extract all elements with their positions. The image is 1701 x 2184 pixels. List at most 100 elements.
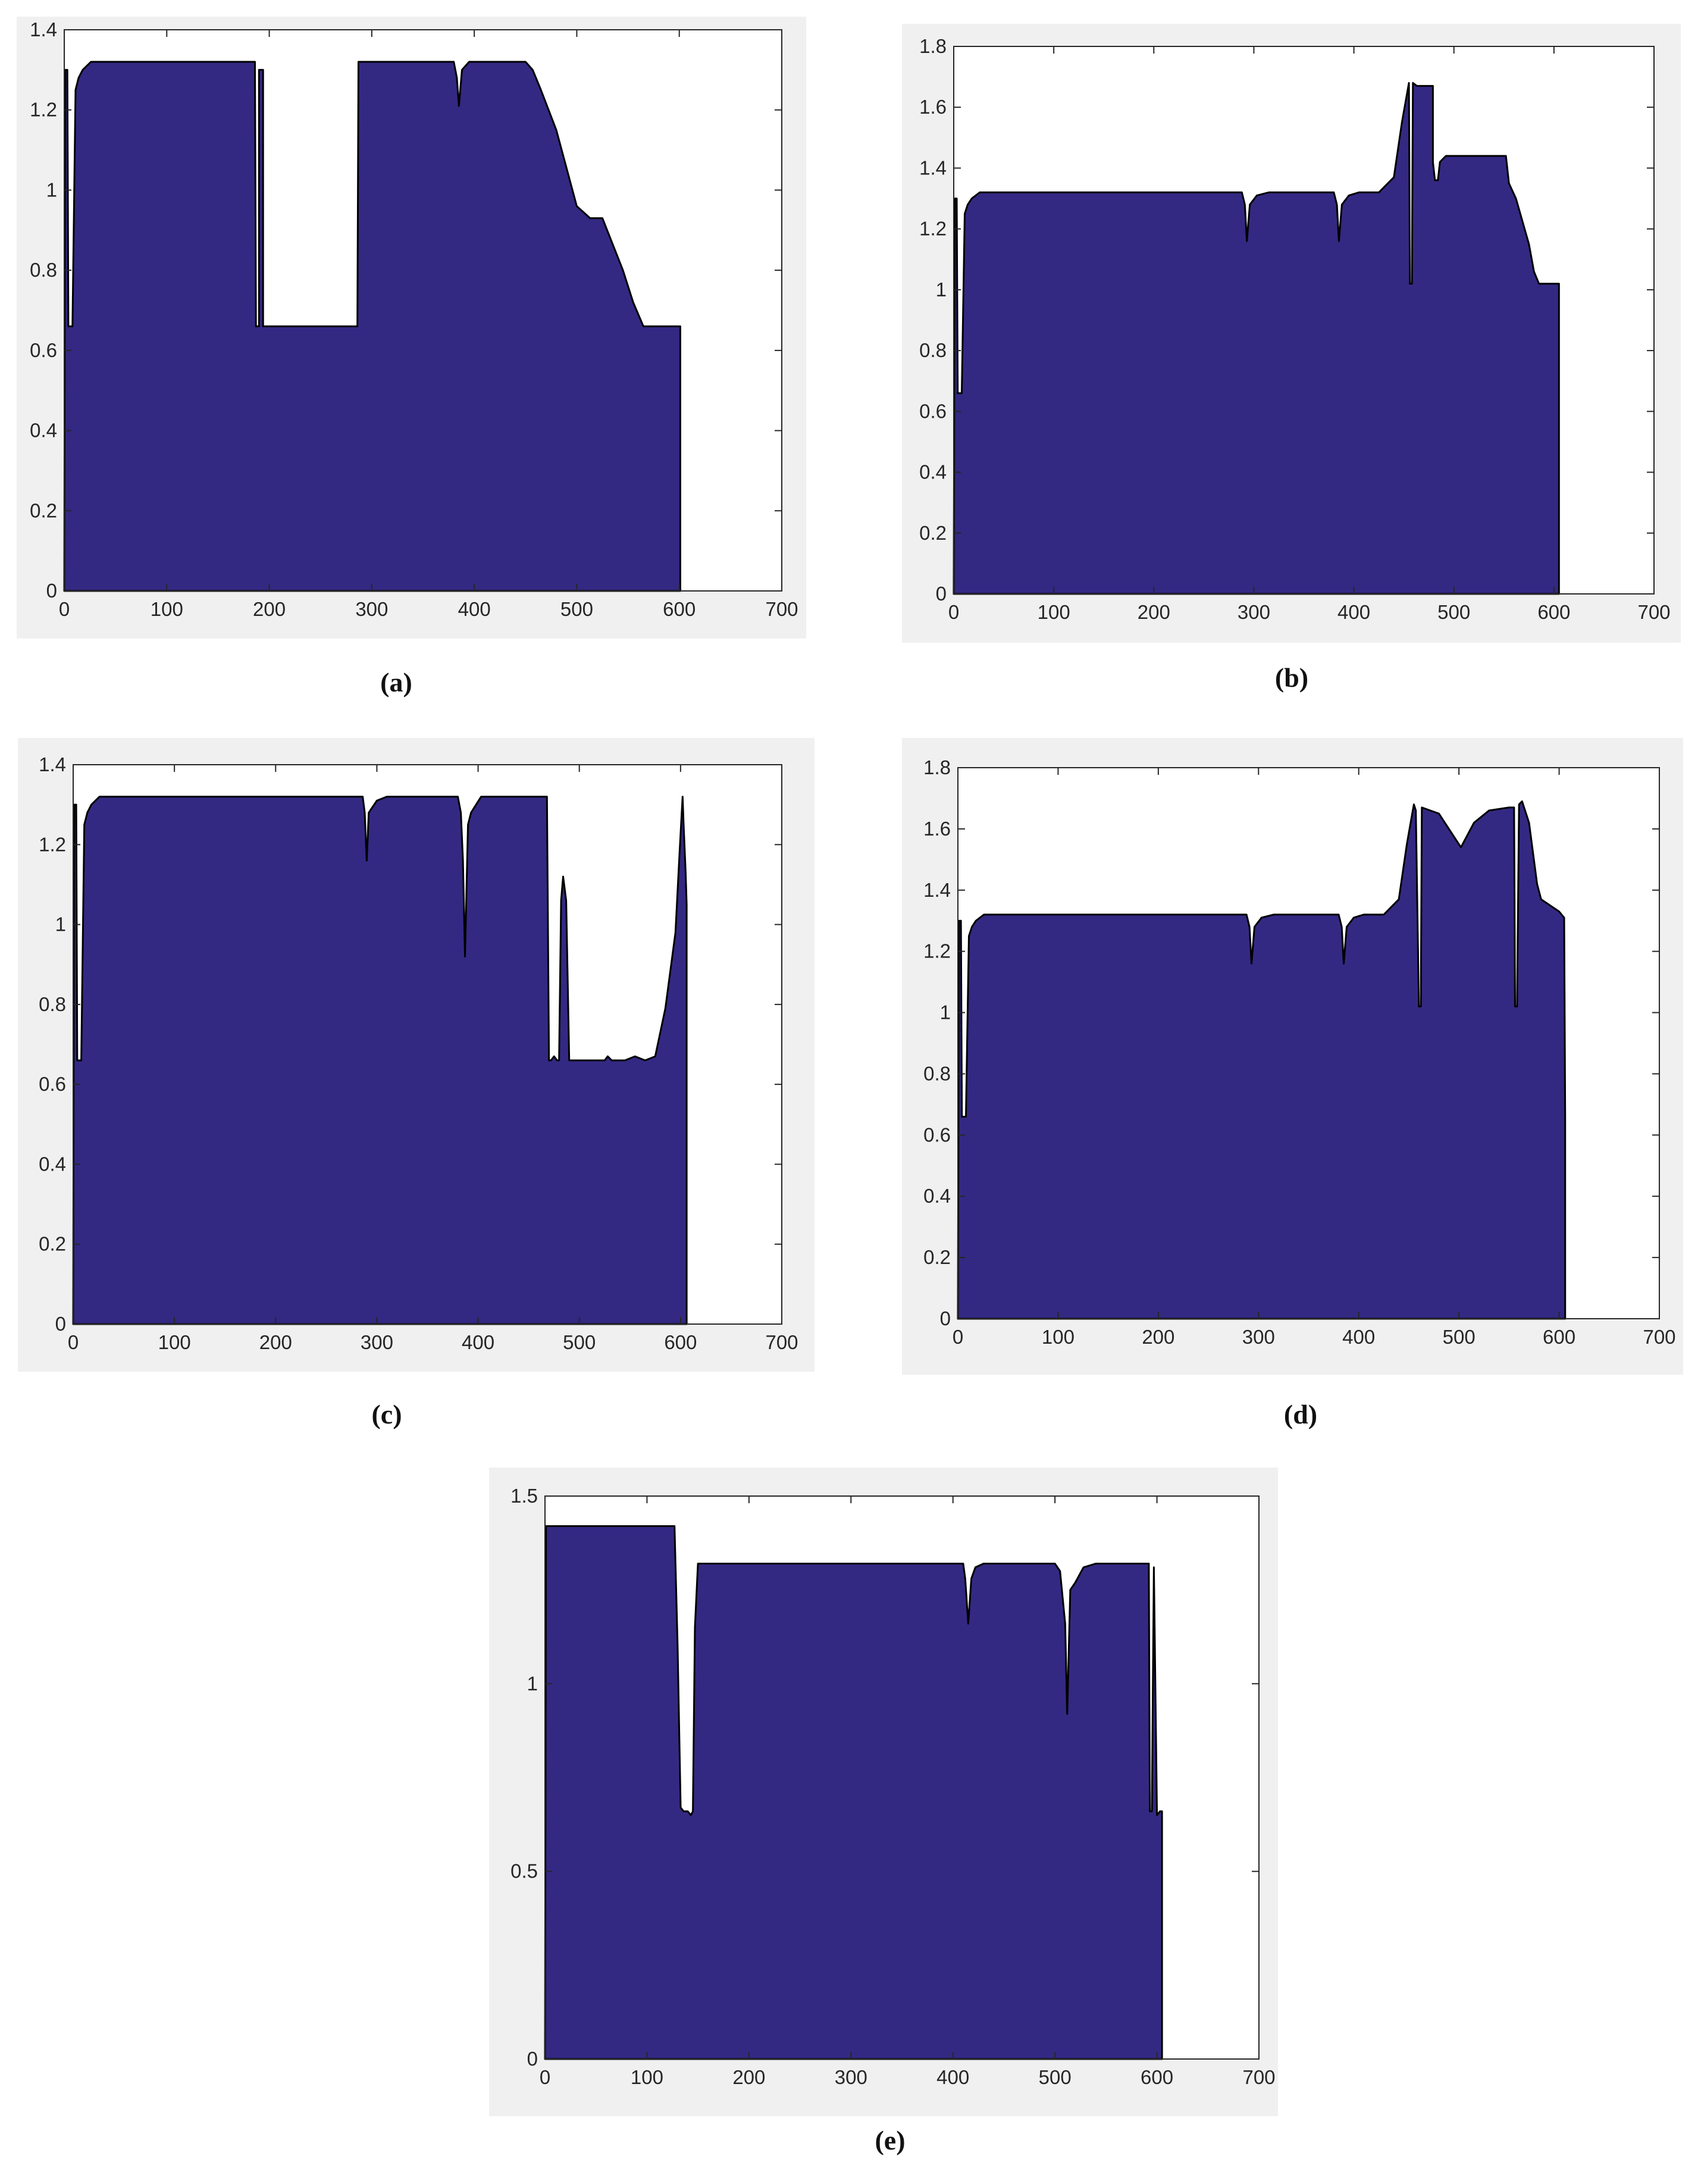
y-tick-label: 1 — [46, 179, 57, 201]
caption-e: (e) — [875, 2125, 906, 2155]
x-tick-label: 300 — [355, 598, 388, 620]
axes-box — [73, 764, 782, 1325]
axes-box — [957, 767, 1660, 1319]
x-tick-label: 500 — [1437, 601, 1470, 623]
x-tick-label: 700 — [765, 598, 798, 620]
chart-svg-a: 0 100 200 300 400 500 600 700 0 0.2 0.4 0.6 0.8 1 1.2 1… — [30, 18, 798, 620]
axes-box — [64, 29, 782, 592]
y-tick-label: 1.2 — [923, 940, 951, 962]
y-tick-label: 0 — [527, 2048, 538, 2070]
caption-c: (c) — [371, 1399, 402, 1429]
x-tick-label: 700 — [1643, 1326, 1675, 1348]
chart-svg-e: 0 100 200 300 400 500 600 700 0 0.5 1 1.5 — [510, 1485, 1275, 2088]
y-tick-label: 0.2 — [30, 499, 57, 521]
x-tick-label: 200 — [259, 1331, 292, 1353]
y-tick-label: 0.8 — [919, 339, 947, 361]
x-tick-label: 100 — [1038, 601, 1070, 623]
x-tick-label: 600 — [663, 598, 696, 620]
y-tick-label: 0.2 — [923, 1246, 951, 1268]
x-tick-label: 400 — [936, 2066, 969, 2088]
x-tick-label: 0 — [953, 1326, 963, 1348]
x-tick-label: 200 — [253, 598, 286, 620]
y-tick-label: 1.4 — [39, 753, 66, 775]
x-tick-label: 400 — [458, 598, 491, 620]
x-tick-label: 300 — [361, 1331, 393, 1353]
area-series-d — [957, 800, 1567, 1320]
x-tick-label: 500 — [1443, 1326, 1476, 1348]
x-tick-label: 300 — [1242, 1326, 1275, 1348]
x-tick-label: 700 — [765, 1331, 798, 1353]
axes-box — [953, 46, 1655, 595]
x-tick-label: 600 — [664, 1331, 697, 1353]
x-tick-label: 0 — [59, 598, 70, 620]
y-tick-label: 0.6 — [30, 339, 57, 361]
y-tick-label: 1.8 — [919, 35, 947, 57]
x-tick-label: 0 — [948, 601, 959, 623]
area-series-e — [544, 1525, 1163, 2060]
y-tick-label: 0.8 — [39, 993, 66, 1015]
x-tick-label: 100 — [158, 1331, 191, 1353]
y-tick-label: 0.4 — [919, 461, 947, 483]
y-tick-label: 1 — [940, 1002, 951, 1024]
x-tick-label: 0 — [68, 1331, 79, 1353]
y-tick-label: 0.6 — [39, 1073, 66, 1095]
axes-box — [544, 1495, 1260, 2060]
y-tick-label: 0 — [55, 1313, 66, 1335]
y-tick-label: 0.6 — [923, 1124, 951, 1146]
x-tick-label: 600 — [1141, 2066, 1173, 2088]
y-tick-label: 1.2 — [919, 218, 947, 240]
x-tick-label: 100 — [631, 2066, 663, 2088]
y-tick-label: 0 — [936, 583, 947, 605]
chart-svg-c: 0 100 200 300 400 500 600 700 0 0.2 0.4 0.6 0.8 1 1.2 1… — [39, 753, 798, 1353]
y-tick-label: 1 — [55, 913, 66, 935]
y-tick-label: 1.8 — [923, 756, 951, 778]
y-tick-label: 1.2 — [39, 833, 66, 855]
area-series-b — [953, 82, 1560, 595]
y-tick-label: 1.6 — [923, 818, 951, 840]
y-tick-label: 0.4 — [30, 420, 57, 442]
y-tick-label: 1.4 — [923, 879, 951, 901]
y-tick-label: 1.4 — [30, 18, 57, 40]
y-tick-label: 0.5 — [510, 1860, 538, 1882]
caption-b: (b) — [1274, 662, 1309, 693]
y-tick-label: 0 — [46, 580, 57, 602]
area-series-c — [72, 796, 688, 1325]
x-tick-label: 700 — [1637, 601, 1670, 623]
chart-svg-b: 0 100 200 300 400 500 600 700 0 0.2 0.4 0.6 0.8 1 1.2 1… — [919, 35, 1670, 623]
x-tick-label: 100 — [151, 598, 183, 620]
y-tick-label: 0.4 — [39, 1153, 66, 1175]
chart-panel-b: 0 100 200 300 400 500 600 700 0 0.2 0.4 0.6 0.8 1 1.2 1… — [902, 24, 1681, 643]
chart-svg-d: 0 100 200 300 400 500 600 700 0 0.2 0.4 0.6 0.8 1 1.2 1… — [923, 756, 1675, 1348]
x-tick-label: 300 — [1238, 601, 1270, 623]
x-tick-label: 200 — [1142, 1326, 1174, 1348]
area-series-a — [63, 61, 681, 592]
caption-d: (d) — [1283, 1399, 1318, 1429]
caption-a: (a) — [380, 667, 412, 697]
y-tick-label: 0.4 — [923, 1185, 951, 1207]
y-tick-label: 1.6 — [919, 96, 947, 118]
chart-panel-c: 0 100 200 300 400 500 600 700 0 0.2 0.4 0.6 0.8 1 1.2 1… — [18, 738, 815, 1372]
x-tick-label: 0 — [540, 2066, 550, 2088]
y-tick-label: 0.8 — [30, 259, 57, 281]
x-tick-label: 300 — [835, 2066, 867, 2088]
chart-panel-a: 0 100 200 300 400 500 600 700 0 0.2 0.4 0.6 0.8 1 1.2 1… — [17, 17, 806, 639]
x-tick-label: 400 — [1337, 601, 1370, 623]
y-tick-label: 1.2 — [30, 99, 57, 121]
x-tick-label: 400 — [462, 1331, 494, 1353]
y-tick-label: 1.5 — [510, 1485, 538, 1507]
y-tick-label: 0 — [940, 1307, 951, 1329]
y-tick-label: 0.2 — [39, 1233, 66, 1255]
chart-panel-e: 0 100 200 300 400 500 600 700 0 0.5 1 1.5 — [489, 1468, 1278, 2116]
x-tick-label: 100 — [1042, 1326, 1075, 1348]
x-tick-label: 200 — [732, 2066, 765, 2088]
y-tick-label: 0.8 — [923, 1062, 951, 1084]
x-tick-label: 200 — [1138, 601, 1170, 623]
y-tick-label: 0.6 — [919, 400, 947, 422]
x-tick-label: 400 — [1342, 1326, 1375, 1348]
x-tick-label: 700 — [1242, 2066, 1275, 2088]
x-tick-label: 600 — [1543, 1326, 1575, 1348]
x-tick-label: 500 — [560, 598, 593, 620]
x-tick-label: 500 — [563, 1331, 596, 1353]
x-tick-label: 600 — [1537, 601, 1570, 623]
y-tick-label: 1 — [527, 1672, 538, 1694]
